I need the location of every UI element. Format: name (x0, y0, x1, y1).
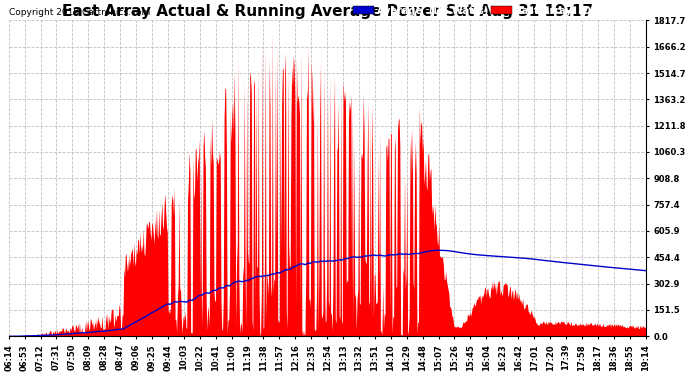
Title: East Array Actual & Running Average Power Sat Aug 31 19:17: East Array Actual & Running Average Powe… (61, 4, 593, 19)
Text: Copyright 2019 Cartronics.com: Copyright 2019 Cartronics.com (9, 8, 150, 17)
Legend: Average  (DC Watts), East Array  (DC Watts): Average (DC Watts), East Array (DC Watts… (351, 3, 640, 18)
